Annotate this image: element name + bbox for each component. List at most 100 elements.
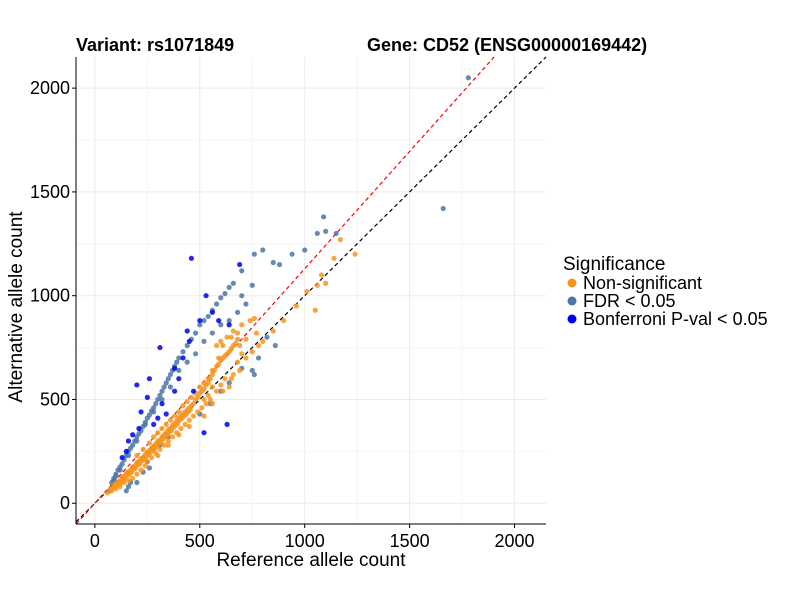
data-points <box>104 75 471 496</box>
data-point <box>146 412 153 418</box>
data-point <box>125 477 132 484</box>
x-tick-label: 500 <box>185 531 215 551</box>
data-point <box>153 401 159 407</box>
data-point <box>226 380 232 386</box>
data-point <box>228 376 234 382</box>
x-axis-title: Reference allele count <box>216 550 406 571</box>
legend-label-fdr: FDR < 0.05 <box>583 291 676 311</box>
data-point <box>226 322 232 328</box>
data-point <box>251 371 257 378</box>
data-point <box>237 261 243 268</box>
data-point <box>304 288 310 295</box>
data-point <box>167 384 174 390</box>
data-point <box>184 359 190 365</box>
data-point <box>270 259 276 266</box>
data-point <box>249 282 255 288</box>
data-point <box>113 486 119 492</box>
data-point <box>216 361 222 367</box>
data-point <box>201 386 207 392</box>
data-point <box>165 376 171 382</box>
data-point <box>159 388 165 394</box>
data-point <box>184 342 190 349</box>
data-point <box>134 382 140 388</box>
data-point <box>207 396 213 403</box>
y-tick-label: 1500 <box>30 182 70 202</box>
data-point <box>104 490 111 496</box>
data-point <box>197 322 203 328</box>
data-point <box>209 371 215 378</box>
data-point <box>142 463 148 469</box>
legend-label-bonferroni: Bonferroni P-val < 0.05 <box>583 309 768 329</box>
data-point <box>213 388 220 394</box>
data-point <box>226 284 232 290</box>
data-point <box>237 367 243 374</box>
data-point <box>157 344 163 351</box>
data-point <box>148 454 155 461</box>
data-point <box>138 409 144 415</box>
data-point <box>228 334 234 340</box>
data-point <box>272 342 278 349</box>
data-point <box>113 473 119 479</box>
y-tick-label: 2000 <box>30 78 70 98</box>
data-point <box>119 461 125 467</box>
y-axis-title: Alternative allele count <box>6 211 27 403</box>
series-bonferroni-p-val-0-05 <box>119 255 243 461</box>
data-point <box>249 367 255 374</box>
data-point <box>138 467 144 473</box>
data-point <box>201 430 207 436</box>
data-point <box>195 409 201 415</box>
data-point <box>226 317 232 324</box>
data-point <box>157 392 163 398</box>
data-point <box>119 454 125 461</box>
data-point <box>130 475 136 481</box>
data-point <box>146 440 153 446</box>
data-point <box>190 388 197 394</box>
data-point <box>165 438 171 444</box>
data-point <box>218 338 224 344</box>
chart-title-gene: Gene: CD52 (ENSG00000169442) <box>367 35 647 55</box>
data-point <box>163 380 169 386</box>
data-point <box>197 384 203 390</box>
data-point <box>255 355 262 361</box>
data-point <box>146 376 153 382</box>
data-point <box>155 396 161 403</box>
data-point <box>201 317 207 324</box>
data-point <box>234 309 241 315</box>
data-point <box>216 355 222 361</box>
data-point <box>270 328 276 334</box>
data-point <box>260 247 266 253</box>
data-point <box>123 488 129 494</box>
reference-line-fit <box>75 56 495 525</box>
data-point <box>180 349 186 355</box>
data-point <box>155 452 161 459</box>
data-point <box>243 336 249 342</box>
data-point <box>163 411 169 417</box>
data-point <box>205 376 211 382</box>
data-point <box>176 376 182 382</box>
data-point <box>230 371 236 378</box>
data-point <box>151 405 157 411</box>
data-point <box>234 336 241 342</box>
data-point <box>276 261 283 268</box>
data-point <box>251 315 257 322</box>
data-point <box>232 340 239 347</box>
data-point <box>151 409 157 415</box>
data-point <box>125 438 132 444</box>
data-point <box>289 251 295 257</box>
data-point <box>187 407 193 413</box>
data-point <box>151 421 157 427</box>
data-point <box>201 338 207 344</box>
data-point <box>281 317 287 324</box>
chart-title-variant: Variant: rs1071849 <box>76 35 234 55</box>
data-point <box>186 423 192 430</box>
data-point <box>195 394 201 400</box>
data-point <box>146 465 153 471</box>
data-point <box>155 430 161 436</box>
data-point <box>176 355 182 361</box>
data-point <box>192 330 199 336</box>
data-point <box>172 413 178 419</box>
data-point <box>142 421 148 427</box>
data-point <box>188 394 195 400</box>
data-point <box>440 205 446 212</box>
